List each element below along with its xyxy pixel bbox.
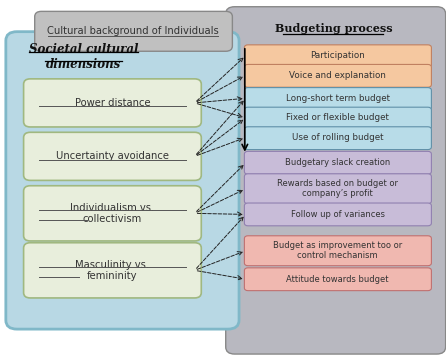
FancyBboxPatch shape bbox=[245, 127, 431, 150]
FancyBboxPatch shape bbox=[245, 268, 431, 291]
Text: Budgeting process: Budgeting process bbox=[275, 23, 392, 34]
FancyBboxPatch shape bbox=[245, 236, 431, 266]
Text: Long-short term budget: Long-short term budget bbox=[286, 94, 390, 103]
FancyBboxPatch shape bbox=[226, 7, 446, 354]
Text: Rewards based on budget or
company’s profit: Rewards based on budget or company’s pro… bbox=[277, 179, 398, 199]
Text: Power distance: Power distance bbox=[75, 98, 150, 108]
FancyBboxPatch shape bbox=[245, 107, 431, 130]
FancyBboxPatch shape bbox=[24, 132, 201, 180]
Text: Masculinity vs.
femininity: Masculinity vs. femininity bbox=[76, 260, 149, 281]
Text: Follow up of variances: Follow up of variances bbox=[291, 210, 385, 219]
Text: Uncertainty avoidance: Uncertainty avoidance bbox=[56, 151, 169, 161]
Text: Use of rolling budget: Use of rolling budget bbox=[292, 133, 384, 142]
FancyBboxPatch shape bbox=[245, 203, 431, 226]
Text: Cultural background of Individuals: Cultural background of Individuals bbox=[47, 26, 219, 36]
FancyBboxPatch shape bbox=[24, 243, 201, 298]
FancyBboxPatch shape bbox=[245, 45, 431, 67]
FancyBboxPatch shape bbox=[245, 174, 431, 204]
FancyBboxPatch shape bbox=[245, 151, 431, 174]
Text: Individualism vs.
collectivism: Individualism vs. collectivism bbox=[70, 202, 155, 224]
Text: Voice and explanation: Voice and explanation bbox=[289, 71, 386, 80]
FancyBboxPatch shape bbox=[245, 88, 431, 111]
FancyBboxPatch shape bbox=[24, 186, 201, 241]
Text: Budgetary slack creation: Budgetary slack creation bbox=[285, 158, 390, 167]
FancyBboxPatch shape bbox=[35, 11, 232, 51]
FancyBboxPatch shape bbox=[24, 79, 201, 127]
Text: Societal cultural
dimensions: Societal cultural dimensions bbox=[29, 43, 138, 71]
FancyBboxPatch shape bbox=[245, 64, 431, 87]
Text: Participation: Participation bbox=[310, 51, 365, 60]
Text: Attitude towards budget: Attitude towards budget bbox=[287, 275, 389, 284]
Text: Fixed or flexible budget: Fixed or flexible budget bbox=[286, 113, 389, 122]
Text: Budget as improvement too or
control mechanism: Budget as improvement too or control mec… bbox=[273, 241, 402, 260]
FancyBboxPatch shape bbox=[6, 32, 239, 329]
